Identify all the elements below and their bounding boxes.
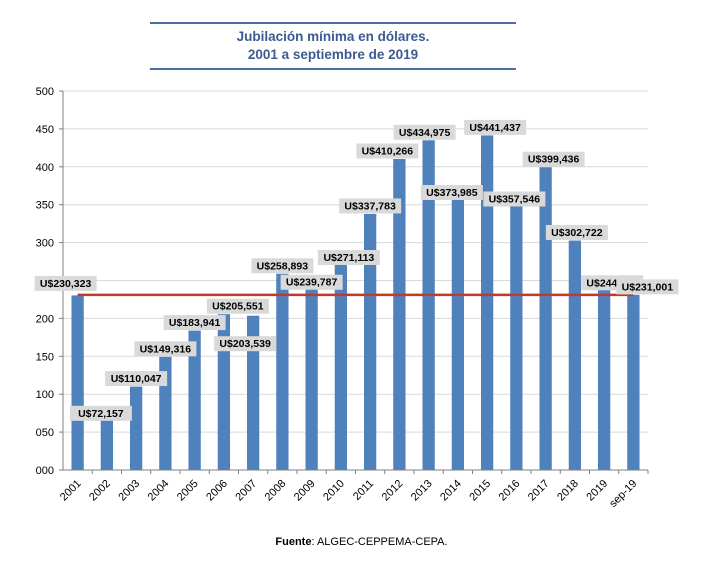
bar-2012 <box>393 159 406 470</box>
bar-2013 <box>422 140 435 471</box>
data-label-bg <box>163 315 226 331</box>
bar-2017 <box>539 167 552 470</box>
source-label: Fuente <box>275 536 312 548</box>
data-label-bg <box>34 275 97 291</box>
bar-2007 <box>246 315 260 470</box>
data-label-sep-19: U$231,001 <box>622 281 674 293</box>
x-tick-label: 2008 <box>263 478 289 504</box>
bar-2018 <box>568 240 582 470</box>
x-tick-label: 2012 <box>380 478 406 504</box>
y-tick-label: 450 <box>36 124 54 136</box>
data-label-bg <box>545 225 608 241</box>
bars <box>71 135 640 471</box>
data-label-2008: U$258,893 <box>257 260 309 272</box>
x-tick-label: 2010 <box>321 478 347 504</box>
y-tick-label: 300 <box>36 238 54 250</box>
data-label-2003: U$110,047 <box>111 373 162 385</box>
data-label-bg <box>339 198 402 214</box>
data-label-2010: U$271,113 <box>323 252 374 264</box>
data-label-bg <box>393 124 456 140</box>
y-tick-label: 400 <box>36 162 54 174</box>
x-tick-label: 2018 <box>555 478 581 504</box>
chart-title-line-1: Jubilación mínima en dólares. <box>236 29 430 44</box>
data-label-2011: U$337,783 <box>344 200 396 212</box>
data-label-bg <box>105 371 168 387</box>
bar-2016 <box>510 198 523 470</box>
data-label-2001: U$230,323 <box>40 278 92 290</box>
y-tick-label: 350 <box>36 200 54 212</box>
data-label-2018: U$302,722 <box>551 227 603 239</box>
data-label-2002: U$72,157 <box>78 408 124 420</box>
x-tick-label: 2001 <box>58 478 84 504</box>
y-tick-label: 000 <box>36 465 54 477</box>
data-label-bg <box>251 258 314 274</box>
data-label-2012: U$410,266 <box>362 146 414 158</box>
chart-title: Jubilación mínima en dólares. 2001 a sep… <box>150 22 516 70</box>
data-label-2017: U$399,436 <box>528 154 580 166</box>
bar-2003 <box>129 386 143 470</box>
gridlines <box>63 90 648 471</box>
bar-2010 <box>334 264 348 470</box>
bar-2006 <box>217 314 231 470</box>
data-label-bg <box>317 249 380 265</box>
x-tick-label: 2009 <box>292 478 318 504</box>
x-tick-label: 2014 <box>438 478 464 504</box>
bar-2009 <box>305 288 318 470</box>
x-tick-label: 2015 <box>467 478 493 504</box>
data-label-bg <box>214 336 277 352</box>
x-tick-label: 2011 <box>351 478 376 503</box>
x-tick-label: sep-19 <box>607 478 639 510</box>
data-label-2013: U$434,975 <box>399 127 451 139</box>
source-text: : ALGEC-CEPPEMA-CEPA. <box>311 536 448 548</box>
x-tick-label: 2006 <box>204 478 230 504</box>
y-tick-label: 050 <box>36 427 54 439</box>
data-label-2014: U$373,985 <box>426 187 478 199</box>
bar-2005 <box>188 330 201 470</box>
data-label-2007: U$203,539 <box>219 338 271 350</box>
bar-2015 <box>480 135 494 470</box>
x-tick-label: 2007 <box>233 478 259 504</box>
data-label-2004: U$149,316 <box>140 343 192 355</box>
data-label-bg <box>522 151 585 167</box>
x-tick-label: 2005 <box>175 478 201 504</box>
x-tick-label: 2013 <box>409 478 435 504</box>
data-label-bg <box>69 405 132 421</box>
bar-2019 <box>597 284 611 470</box>
y-tick-label: 200 <box>36 313 54 325</box>
x-tick-label: 2004 <box>146 478 172 504</box>
data-label-bg <box>420 185 483 201</box>
x-tick-label: 2002 <box>87 478 113 504</box>
data-label-2015: U$441,437 <box>469 122 521 134</box>
data-label-bg <box>616 279 679 295</box>
bar-2008 <box>276 273 289 470</box>
bar-2014 <box>451 186 465 471</box>
bar-2002 <box>100 415 114 470</box>
x-tick-label: 2003 <box>116 478 142 504</box>
bar-sep-19 <box>627 294 640 470</box>
y-tick-label: 100 <box>36 389 54 401</box>
data-label-bg <box>483 191 546 207</box>
bar-chart: 000050100150200250300350400450500 U$230,… <box>34 86 679 510</box>
x-tick-label: 2016 <box>497 478 523 504</box>
data-label-bg <box>464 119 527 135</box>
data-label-bg <box>280 274 343 290</box>
chart-title-line-2: 2001 a septiembre de 2019 <box>247 47 419 62</box>
bar-2011 <box>363 213 377 470</box>
data-label-2005: U$183,941 <box>169 317 221 329</box>
data-label-2009: U$239,787 <box>286 277 338 289</box>
data-label-bg <box>206 298 269 314</box>
bar-2001 <box>71 295 84 470</box>
x-tick-label: 2019 <box>584 478 610 504</box>
data-label-2006: U$205,551 <box>212 301 264 313</box>
x-tick-label: 2017 <box>526 478 552 504</box>
y-tick-label: 500 <box>36 86 54 98</box>
data-label-bg <box>356 143 419 159</box>
data-label-bg <box>134 341 197 357</box>
x-axis: 2001 2002 2003 2004 2005 2006 2007 2008 2009 2010… <box>58 469 649 510</box>
source-note: Fuente: ALGEC-CEPPEMA-CEPA. <box>0 536 723 548</box>
y-tick-label: 150 <box>36 351 54 363</box>
data-labels: U$230,323 U$72,157 U$110,047 U$149,316 U$183… <box>34 119 679 421</box>
data-label-2016: U$357,546 <box>489 193 541 205</box>
